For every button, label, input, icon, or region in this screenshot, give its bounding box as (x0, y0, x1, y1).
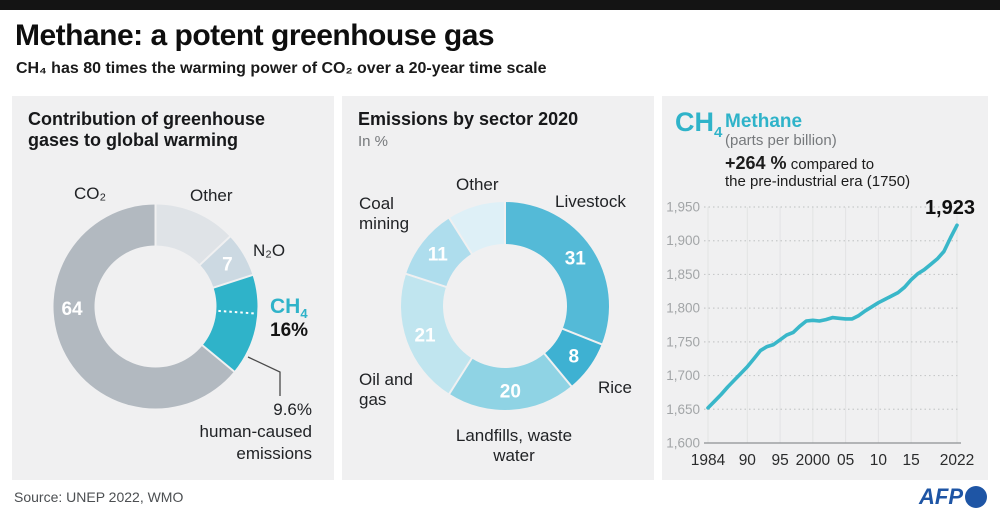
trend-increase-note-line2: the pre-industrial era (1750) (725, 173, 911, 190)
label-oil-and-gas: Oil and gas (359, 370, 413, 410)
donut-segment-0 (505, 202, 609, 345)
y-tick-label: 1,700 (666, 368, 700, 383)
page-title: Methane: a potent greenhouse gas (15, 19, 495, 52)
x-tick-label: 10 (870, 452, 888, 469)
label-livestock: Livestock (555, 192, 626, 211)
annotation-callout-line (247, 356, 281, 396)
trend-increase-value: +264 % (725, 153, 787, 173)
x-tick-label: 2000 (796, 452, 831, 469)
x-tick-label: 90 (739, 452, 757, 469)
x-tick-label: 15 (903, 452, 920, 469)
ghg-donut-chart: 7 64 (53, 203, 281, 409)
human-caused-annotation: 9.6% human-caused emissions (199, 400, 312, 463)
donut-segment-1 (544, 328, 602, 387)
label-sector-other: Other (456, 175, 499, 194)
donut-segment-2 (202, 274, 258, 372)
trend-title: Methane (725, 111, 803, 132)
donut-segment-3 (53, 204, 235, 409)
label-coal-mining: Coal mining (359, 194, 410, 234)
trend-increase-note: +264 % compared to (725, 153, 875, 173)
label-ch4: CH4 16% (270, 296, 308, 340)
segment-value-label: 21 (414, 325, 436, 346)
x-tick-label: 2022 (940, 452, 974, 469)
afp-logo: AFP (919, 484, 987, 510)
methane-series-line (706, 223, 959, 410)
donut-segment-4 (406, 218, 472, 287)
afp-logo-text: AFP (919, 484, 963, 509)
ch4-subscript: 4 (300, 306, 308, 321)
ch4-share-value: 16% (270, 320, 309, 341)
ch4-symbol: CH (270, 295, 301, 318)
sector-panel-unit: In % (358, 133, 389, 150)
segment-divider (212, 273, 254, 289)
y-tick-label: 1,850 (666, 267, 700, 282)
segment-value-label: 64 (61, 299, 83, 320)
panel-methane-trend: 1,600 1,650 1,700 1,750 1,800 1,850 1,900 1,950… (662, 96, 988, 480)
y-tick-label: 1,650 (666, 402, 700, 417)
segment-value-label: 8 (568, 346, 579, 367)
afp-globe-icon (965, 486, 987, 508)
donut-segment-5 (449, 202, 505, 254)
label-n2o: N₂O (253, 241, 286, 260)
label-rice: Rice (598, 378, 633, 397)
donut-segment-2 (449, 353, 572, 410)
source-credit: Source: UNEP 2022, WMO (14, 489, 184, 505)
segment-divider (198, 235, 232, 267)
segment-divider (447, 216, 474, 256)
end-value-label: 1,923 (925, 197, 975, 219)
y-tick-label: 1,800 (666, 301, 700, 316)
label-landfills: Landfills, waste water (455, 426, 573, 466)
human-caused-split-line (218, 309, 256, 315)
segment-value-label: 20 (500, 381, 521, 402)
y-tick-label: 1,600 (666, 436, 700, 451)
segment-value-label: 31 (565, 249, 587, 270)
donut-segment-0 (155, 204, 230, 265)
sector-panel-title: Emissions by sector 2020 (358, 109, 579, 129)
label-co2: CO₂ (74, 184, 107, 203)
y-tick-label: 1,950 (666, 200, 700, 215)
donut-segment-1 (199, 236, 253, 288)
segment-divider (543, 352, 573, 388)
segment-value-label: 7 (222, 254, 233, 275)
y-tick-label: 1,900 (666, 233, 700, 248)
segment-value-label: 11 (428, 244, 449, 265)
donut-segment-3 (401, 273, 472, 394)
segment-divider (561, 327, 603, 346)
segment-divider (447, 356, 474, 396)
trend-unit: (parts per billion) (725, 132, 837, 149)
ghg-panel-title: Contribution of greenhouse gases to glob… (28, 109, 265, 151)
methane-line-chart: 1,600 1,650 1,700 1,750 1,800 1,850 1,900 1,950… (666, 197, 975, 469)
top-bar (0, 0, 1000, 10)
label-other: Other (190, 186, 233, 205)
segment-divider (404, 272, 448, 289)
panel-emissions-by-sector: 31 8 20 21 11 Emissions by sector 2020 In % … (342, 96, 654, 480)
sector-donut-chart: 31 8 20 21 11 (401, 201, 609, 410)
page-subtitle: CH₄ has 80 times the warming power of CO… (16, 60, 547, 77)
panel-ghg-contribution: 7 64 Contribution of greenhouse gases to … (12, 96, 334, 480)
x-tick-label: 05 (837, 452, 854, 469)
x-tick-label: 95 (771, 452, 788, 469)
trend-ch4-symbol: CH4 (675, 107, 723, 141)
segment-divider (201, 343, 236, 373)
y-tick-label: 1,750 (666, 334, 700, 349)
x-tick-label: 1984 (691, 452, 726, 469)
